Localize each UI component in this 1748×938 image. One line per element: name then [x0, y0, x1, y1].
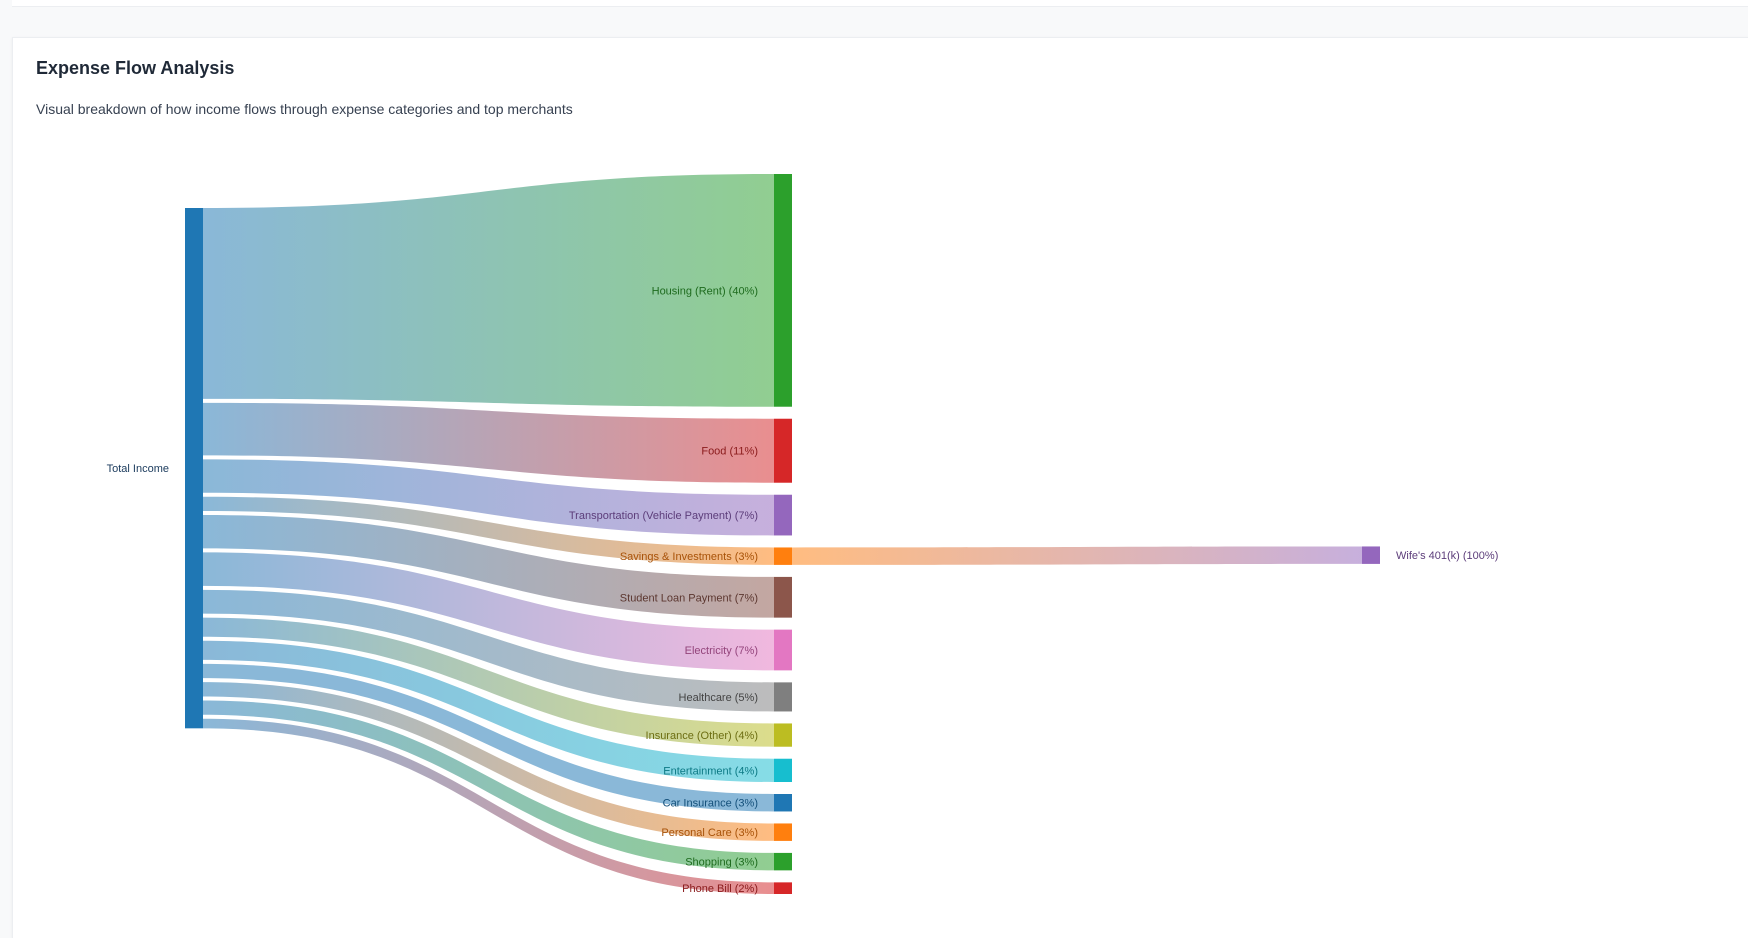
node-label-car-insurance: Car Insurance (3%)	[663, 798, 758, 810]
node-student-loan-payment	[774, 576, 792, 618]
link-healthcare	[203, 589, 774, 712]
node-housing-rent	[774, 174, 792, 407]
node-wife-s-401-k	[1362, 546, 1380, 564]
card-title: Expense Flow Analysis	[36, 58, 235, 78]
link-wife-s-401-k	[792, 546, 1362, 565]
link-electricity	[203, 552, 774, 671]
node-label-insurance-other: Insurance (Other) (4%)	[646, 730, 758, 742]
node-label-student-loan-payment: Student Loan Payment (7%)	[620, 592, 758, 604]
link-personal-care	[203, 682, 774, 841]
node-label-housing-rent: Housing (Rent) (40%)	[652, 285, 758, 297]
node-label-savings-investments: Savings & Investments (3%)	[620, 551, 758, 563]
node-label-shopping: Shopping (3%)	[685, 857, 758, 869]
node-label-total-income: Total Income	[107, 463, 169, 475]
node-label-wife-s-401-k: Wife's 401(k) (100%)	[1396, 550, 1498, 562]
top-panel-edge	[12, 0, 1748, 7]
node-electricity	[774, 629, 792, 671]
node-label-healthcare: Healthcare (5%)	[679, 692, 758, 704]
node-label-transportation-vehicle-payment: Transportation (Vehicle Payment) (7%)	[569, 510, 758, 522]
node-savings-investments	[774, 547, 792, 565]
node-entertainment	[774, 758, 792, 782]
node-total-income	[185, 208, 203, 729]
link-housing-rent	[203, 174, 774, 407]
link-transportation-vehicle-payment	[203, 459, 774, 536]
link-shopping	[203, 700, 774, 871]
node-label-food: Food (11%)	[701, 446, 758, 458]
node-label-electricity: Electricity (7%)	[685, 645, 758, 657]
node-shopping	[774, 852, 792, 871]
node-label-entertainment: Entertainment (4%)	[663, 765, 758, 777]
link-phone-bill	[203, 718, 774, 894]
node-insurance-other	[774, 723, 792, 747]
node-personal-care	[774, 823, 792, 841]
node-transportation-vehicle-payment	[774, 494, 792, 536]
link-savings-investments	[203, 496, 774, 565]
link-car-insurance	[203, 663, 774, 812]
sankey-nodes	[185, 174, 1380, 894]
link-insurance-other	[203, 617, 774, 747]
node-label-phone-bill: Phone Bill (2%)	[682, 883, 758, 895]
link-entertainment	[203, 640, 774, 782]
node-phone-bill	[774, 882, 792, 894]
link-food	[203, 402, 774, 483]
sankey-links	[203, 174, 1362, 894]
card-subtitle: Visual breakdown of how income flows thr…	[36, 101, 573, 117]
link-student-loan-payment	[203, 515, 774, 618]
node-food	[774, 418, 792, 483]
node-car-insurance	[774, 794, 792, 812]
sankey-chart: Total Income Housing (Rent) (40%) Food (11…	[107, 174, 1499, 895]
node-healthcare	[774, 682, 792, 712]
node-label-personal-care: Personal Care (3%)	[661, 827, 758, 839]
sankey-labels: Total Income Housing (Rent) (40%) Food (11…	[107, 285, 1499, 895]
